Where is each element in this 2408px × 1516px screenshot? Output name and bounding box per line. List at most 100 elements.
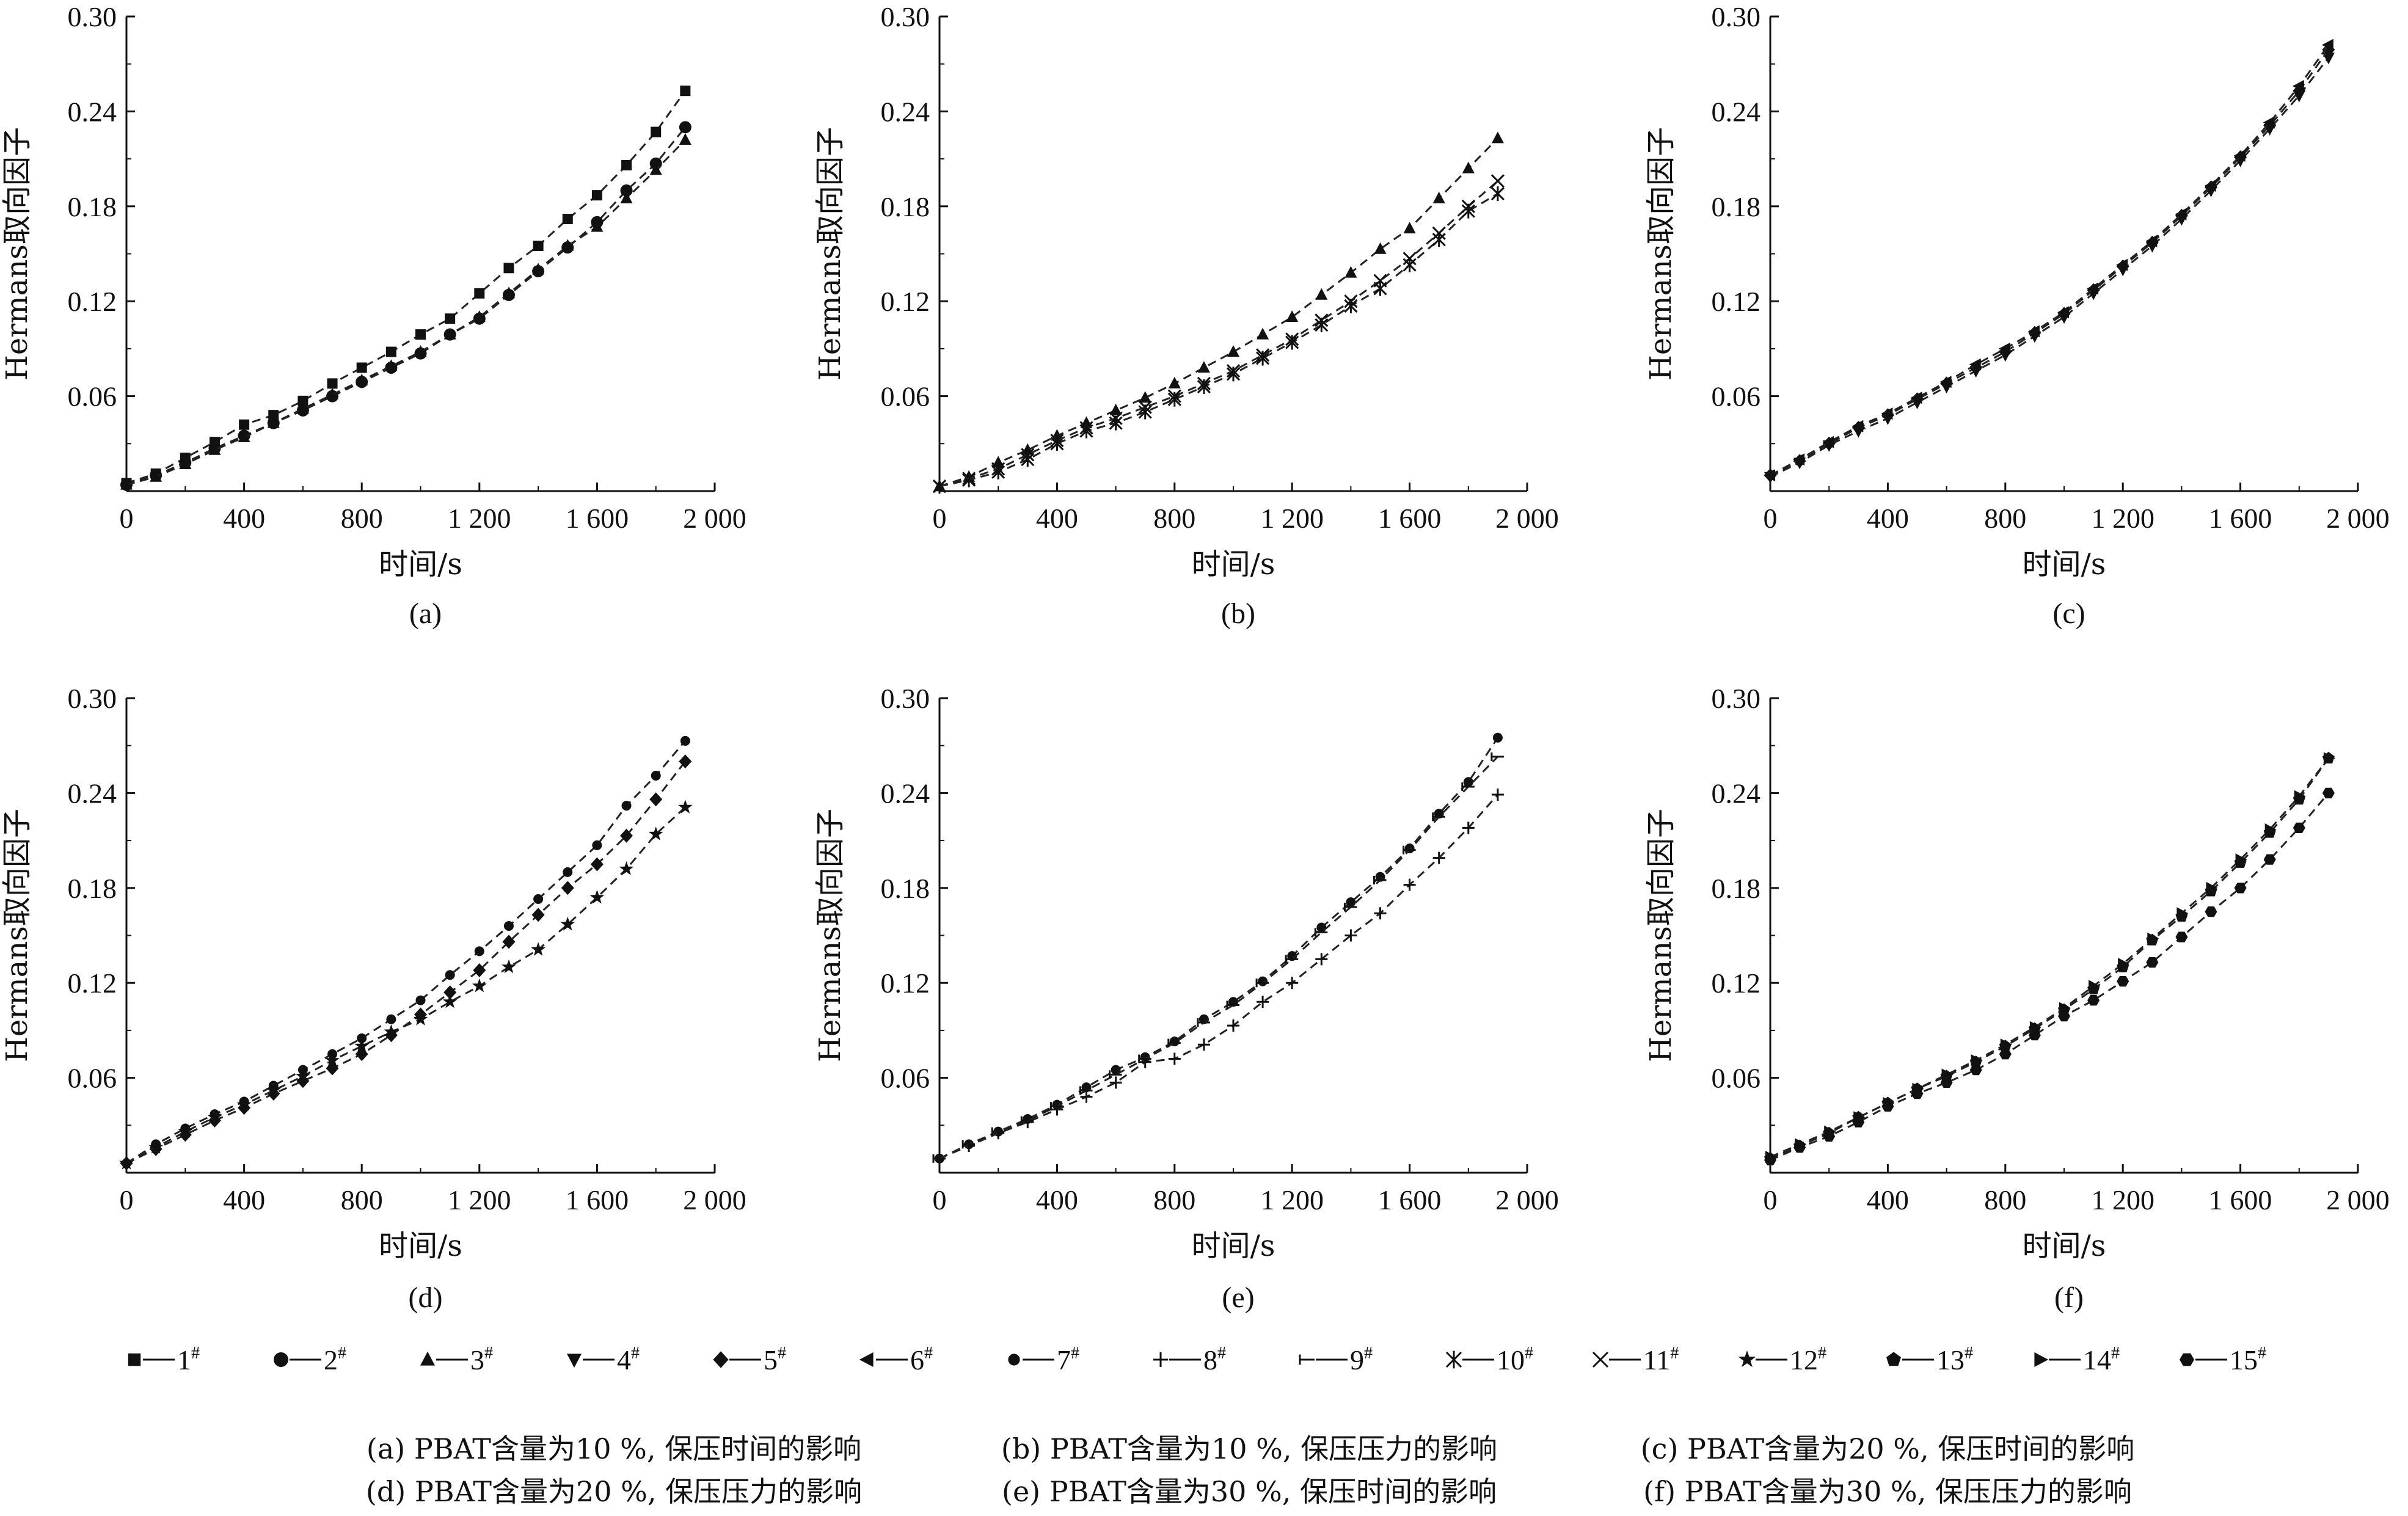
data-point — [1969, 358, 1981, 371]
data-point — [2175, 208, 2187, 220]
legend-suffix: # — [1818, 1344, 1826, 1363]
y-tick-label: 0.30 — [68, 683, 117, 714]
legend-item-7: 7# — [1008, 1344, 1079, 1376]
x-tick-label: 0 — [120, 503, 134, 534]
legend-label: 1# — [177, 1344, 200, 1376]
data-point — [1793, 453, 1805, 466]
y-tick-label: 0.18 — [68, 191, 117, 222]
data-point — [1138, 400, 1152, 414]
legend-label: 10# — [1497, 1344, 1533, 1376]
legend-marker — [128, 1353, 141, 1366]
y-tick-label: 0.18 — [881, 191, 930, 222]
data-point — [443, 985, 457, 1000]
data-point — [1940, 1077, 1953, 1088]
caption-e: (e) PBAT含量为30 %, 保压时间的影响 — [1002, 1475, 1497, 1508]
data-point — [1463, 777, 1473, 787]
data-point — [1432, 812, 1445, 822]
panel-c: 0 400 800 1 200 1 600 2 000 0.06 0.12 0.18 0.24 0.… — [1644, 1, 2390, 630]
x-tick-label: 800 — [1984, 1184, 2026, 1215]
x-axis-label: 时间/s — [1192, 1229, 1275, 1263]
data-point — [2204, 180, 2216, 192]
data-point — [620, 191, 633, 203]
series-6 — [1764, 38, 2333, 482]
legend-marker — [1886, 1352, 1901, 1366]
captions: (a) PBAT含量为10 %, 保压时间的影响 (b) PBAT含量为10 %… — [366, 1432, 2134, 1508]
data-point — [1343, 902, 1357, 911]
x-axis-label: 时间/s — [379, 1229, 462, 1263]
x-tick-label: 2 000 — [683, 503, 746, 534]
data-point — [1109, 1076, 1122, 1089]
y-tick-label: 0.06 — [68, 1063, 117, 1094]
y-tick-label: 0.12 — [881, 286, 930, 317]
data-point — [2234, 883, 2247, 894]
x-tick-label: 2 000 — [1495, 503, 1559, 534]
x-tick-label: 1 600 — [566, 1184, 629, 1215]
data-point — [2263, 854, 2276, 865]
data-point — [2116, 258, 2128, 271]
data-point — [1257, 996, 1269, 1008]
data-point — [1255, 978, 1269, 988]
legend-label: 3# — [470, 1344, 493, 1376]
data-point — [2175, 931, 2188, 942]
data-point — [120, 478, 133, 490]
data-point — [621, 159, 632, 170]
data-point — [1315, 313, 1329, 327]
y-tick-label: 0.30 — [881, 683, 930, 714]
legend-label: 6# — [910, 1344, 933, 1376]
legend-marker — [859, 1352, 874, 1367]
data-point — [1049, 1102, 1064, 1111]
data-point — [1315, 953, 1328, 966]
subplot-label: (f) — [2054, 1281, 2084, 1314]
legend-label: 11# — [1643, 1344, 1679, 1376]
x-tick-label: 400 — [1036, 1184, 1078, 1215]
data-point — [2057, 306, 2069, 319]
data-point — [267, 416, 280, 428]
y-tick-label: 0.12 — [68, 286, 117, 317]
data-point — [1286, 310, 1299, 323]
y-axis-label: Hermans取向因子 — [1644, 127, 1678, 381]
data-point — [150, 470, 162, 482]
data-point — [356, 373, 368, 385]
data-point — [386, 1014, 396, 1024]
data-point — [1109, 411, 1123, 425]
data-point — [385, 359, 398, 371]
data-point — [236, 1097, 252, 1111]
data-point — [1344, 266, 1357, 278]
data-point — [1403, 845, 1416, 855]
data-point — [415, 995, 426, 1005]
x-tick-label: 1 200 — [448, 1184, 511, 1215]
data-point — [562, 214, 573, 225]
data-point — [679, 121, 691, 134]
data-point — [1881, 407, 1893, 420]
data-point — [296, 1074, 310, 1088]
data-point — [991, 1127, 1005, 1136]
y-tick-label: 0.30 — [1712, 683, 1761, 714]
data-point — [1373, 274, 1387, 288]
data-point — [561, 881, 574, 895]
legend-marker — [1592, 1351, 1609, 1368]
y-tick-label: 0.06 — [881, 381, 930, 412]
series-7 — [122, 735, 690, 1168]
data-point — [442, 994, 458, 1008]
data-point — [1764, 469, 1775, 482]
data-point — [1226, 364, 1241, 378]
panels: 0 400 800 1 200 1 600 2 000 0.06 0.12 0.18 0.24 0.… — [0, 1, 2390, 1314]
data-point — [1403, 252, 1417, 266]
y-tick-label: 0.24 — [1712, 778, 1761, 809]
data-point — [679, 133, 691, 145]
data-point — [932, 479, 947, 494]
x-tick-label: 2 000 — [2326, 503, 2390, 534]
data-point — [591, 190, 602, 201]
data-point — [1998, 342, 2010, 355]
legend-suffix: # — [338, 1344, 346, 1363]
data-point — [1079, 1086, 1093, 1095]
data-point — [679, 754, 692, 769]
data-point — [239, 419, 250, 430]
caption-a: (a) PBAT含量为10 %, 保压时间的影响 — [367, 1432, 861, 1465]
data-point — [354, 1038, 370, 1052]
x-tick-label: 0 — [1764, 503, 1778, 534]
data-point — [1403, 878, 1416, 891]
y-tick-label: 0.12 — [1712, 968, 1761, 999]
data-point — [2321, 38, 2333, 51]
data-point — [2118, 958, 2130, 971]
